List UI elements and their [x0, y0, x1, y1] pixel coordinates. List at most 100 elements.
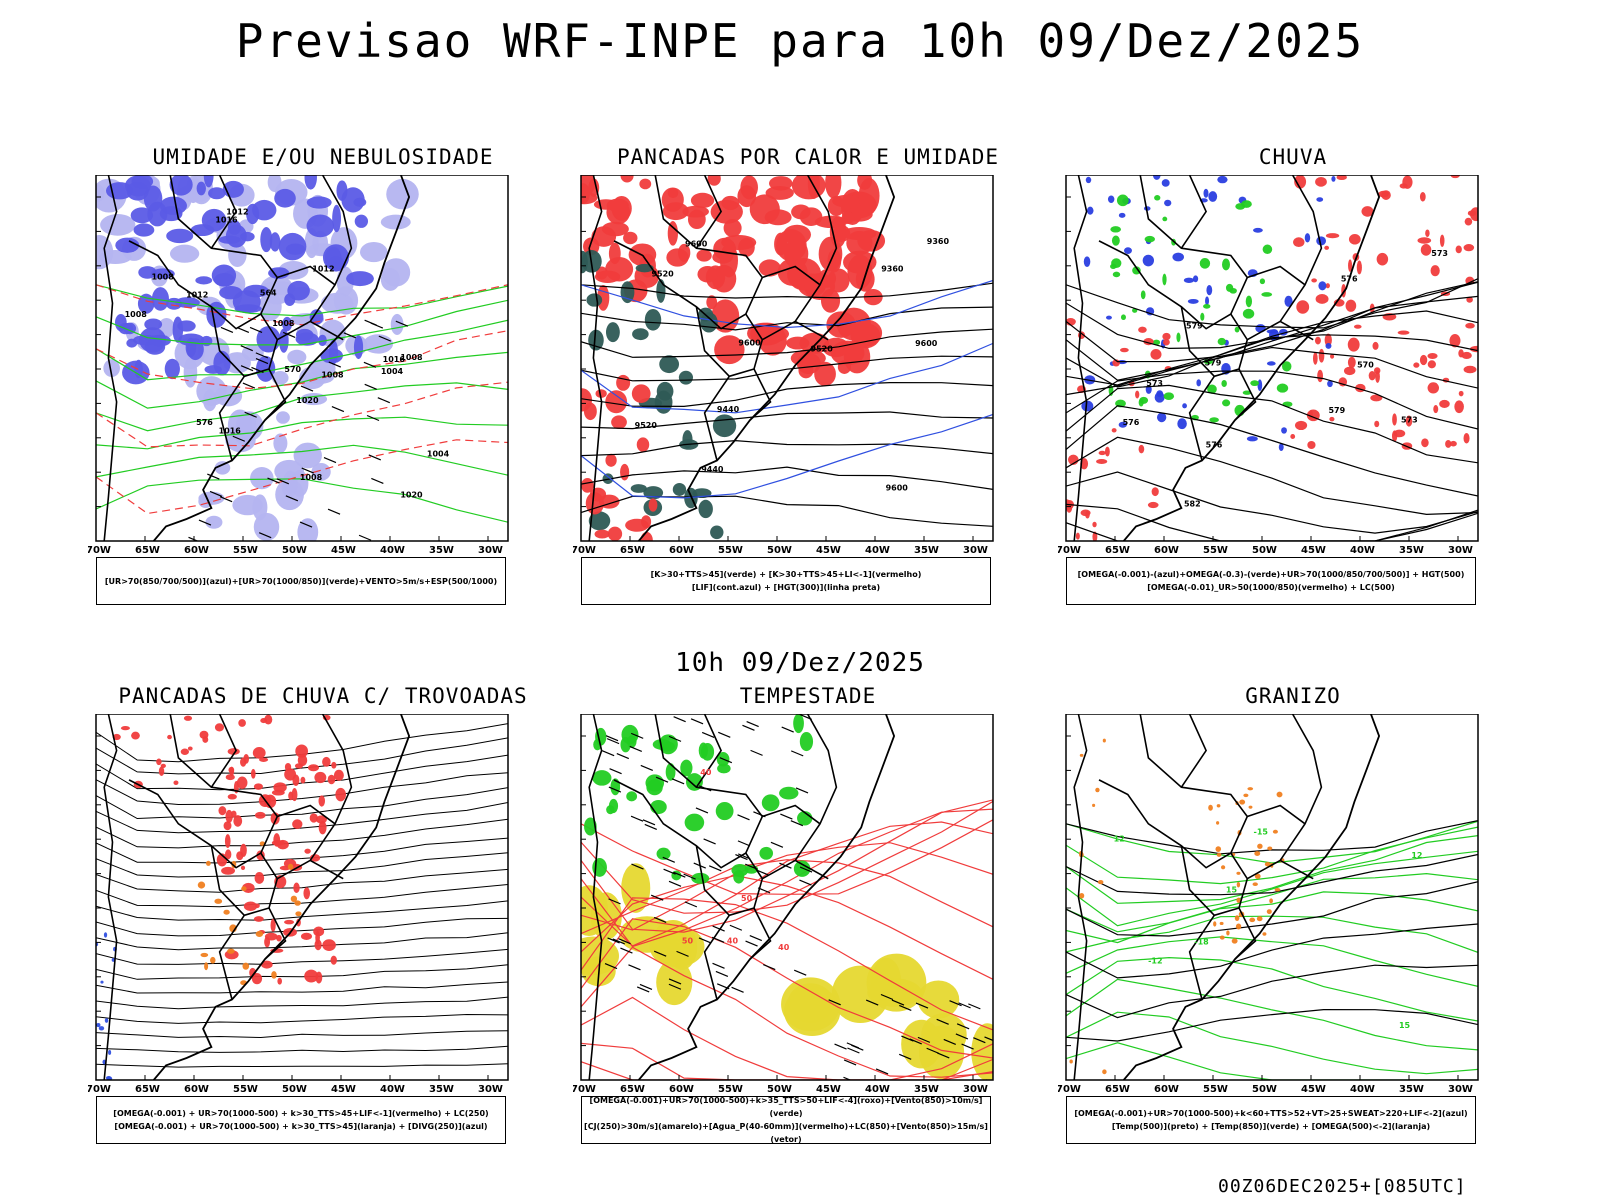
storm-orange	[271, 971, 277, 979]
instability-red	[796, 352, 821, 375]
humidity-blue	[278, 232, 307, 261]
precip-green	[1132, 266, 1141, 275]
lif-contour	[581, 279, 993, 329]
coastline-east	[1123, 714, 1381, 1080]
precip-blue	[1187, 298, 1199, 304]
humidity-blue	[169, 175, 193, 196]
country-border	[1234, 907, 1257, 960]
precip-red	[1315, 294, 1329, 304]
precip-red	[1449, 440, 1457, 447]
precip-red	[1329, 416, 1335, 422]
precip-green	[1221, 380, 1227, 387]
wind-vector	[328, 361, 342, 368]
humidity-blue	[131, 175, 154, 189]
humidity-blue	[211, 264, 237, 287]
height-contour	[1066, 503, 1478, 541]
storm-orange	[214, 898, 223, 904]
contour-label: 573	[1431, 249, 1448, 258]
height-contour	[581, 355, 993, 382]
precip-red	[1427, 353, 1438, 359]
lon-label: 45W	[816, 545, 841, 556]
precip-green	[1282, 361, 1292, 372]
height-contour	[1066, 405, 1478, 497]
contour-label: 1012	[186, 291, 208, 300]
wind-vector	[640, 764, 654, 772]
wind-vector	[363, 361, 377, 368]
instability-red	[714, 335, 745, 365]
omega-orange	[1079, 753, 1084, 757]
humidity-light	[96, 184, 105, 202]
precip-green	[1245, 295, 1253, 308]
lon-label: 45W	[1301, 1084, 1326, 1095]
run-info: 00Z06DEC2025+[085UTC]	[1218, 1176, 1467, 1197]
precip-red	[1445, 439, 1452, 448]
precip-green	[1229, 287, 1237, 294]
country-border	[1180, 306, 1249, 378]
instability-red	[605, 390, 628, 414]
plot-frame	[1065, 175, 1479, 542]
wind-vector	[715, 970, 729, 978]
omega-orange	[1092, 803, 1096, 807]
wind-vector	[605, 735, 619, 742]
precip-green	[1199, 258, 1211, 269]
storm-orange	[287, 863, 294, 870]
lon-label: 30W	[963, 545, 988, 556]
streamline	[96, 802, 508, 834]
precip-blue	[1246, 436, 1258, 442]
legend-line: [Temp(500)](preto) + [Temp(850)](verde) …	[1111, 1122, 1431, 1131]
storm-orange	[223, 909, 230, 915]
wind-vector	[712, 962, 725, 969]
humidity-blue	[219, 285, 243, 300]
storm-red	[303, 887, 311, 900]
storm-red	[218, 806, 227, 816]
streamline	[96, 996, 508, 1010]
height-contour	[581, 466, 993, 490]
contour-label: 579	[1328, 406, 1345, 415]
storm-red	[236, 776, 248, 789]
wind-vector	[188, 536, 199, 541]
storm-red	[253, 916, 264, 922]
storm-red	[167, 734, 172, 740]
humidity-blue	[196, 181, 206, 196]
instability-red	[711, 299, 740, 333]
wind-vector	[608, 786, 622, 793]
wind-vector	[630, 815, 644, 822]
humidity-blue	[240, 231, 255, 242]
storm-red	[160, 763, 166, 768]
instability-red	[581, 183, 590, 205]
wind-green	[717, 763, 731, 774]
country-border	[703, 914, 730, 1000]
divergence-blue	[104, 1018, 109, 1023]
precip-green	[1222, 258, 1230, 271]
instability-red	[616, 374, 631, 391]
storm-red	[131, 731, 140, 740]
wind-vector	[731, 986, 744, 993]
omega-orange	[1102, 1069, 1107, 1075]
precip-red	[1370, 394, 1383, 402]
instability-red	[863, 288, 883, 306]
country-border	[695, 175, 723, 249]
contour-label: 582	[1184, 500, 1201, 509]
lon-label: 45W	[816, 1084, 841, 1095]
panel-granizo: GRANIZO 12S15S18S21S24S27S30S33S36S39S42…	[1058, 684, 1528, 1184]
height-contour	[1066, 281, 1478, 350]
precip-red	[1464, 217, 1473, 226]
wind-vector	[662, 856, 676, 863]
precip-blue	[1206, 285, 1213, 296]
temp500-contour	[1066, 820, 1478, 855]
country-border	[695, 714, 723, 788]
instability-red	[594, 529, 610, 539]
instability-green	[586, 293, 603, 307]
wind-vector	[763, 963, 776, 971]
precip-red	[1465, 322, 1475, 329]
wind-vector	[642, 819, 656, 826]
humidity-green-contour	[96, 382, 508, 432]
precip-red	[1098, 450, 1106, 456]
storm-red	[187, 746, 193, 751]
precip-water-contour	[581, 1043, 993, 1080]
humidity-blue	[332, 204, 342, 233]
country-border	[264, 368, 287, 421]
precip-blue	[1142, 254, 1155, 267]
geography	[588, 175, 896, 541]
instability-green	[712, 414, 737, 438]
